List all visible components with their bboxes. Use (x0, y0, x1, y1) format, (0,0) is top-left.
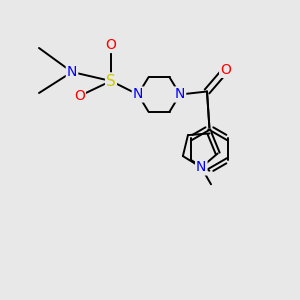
Text: N: N (196, 160, 206, 174)
Text: N: N (67, 65, 77, 79)
Text: S: S (106, 74, 116, 88)
Text: O: O (220, 63, 231, 77)
Text: O: O (74, 89, 85, 103)
Text: O: O (106, 38, 116, 52)
Text: N: N (133, 88, 143, 101)
Text: N: N (175, 88, 185, 101)
